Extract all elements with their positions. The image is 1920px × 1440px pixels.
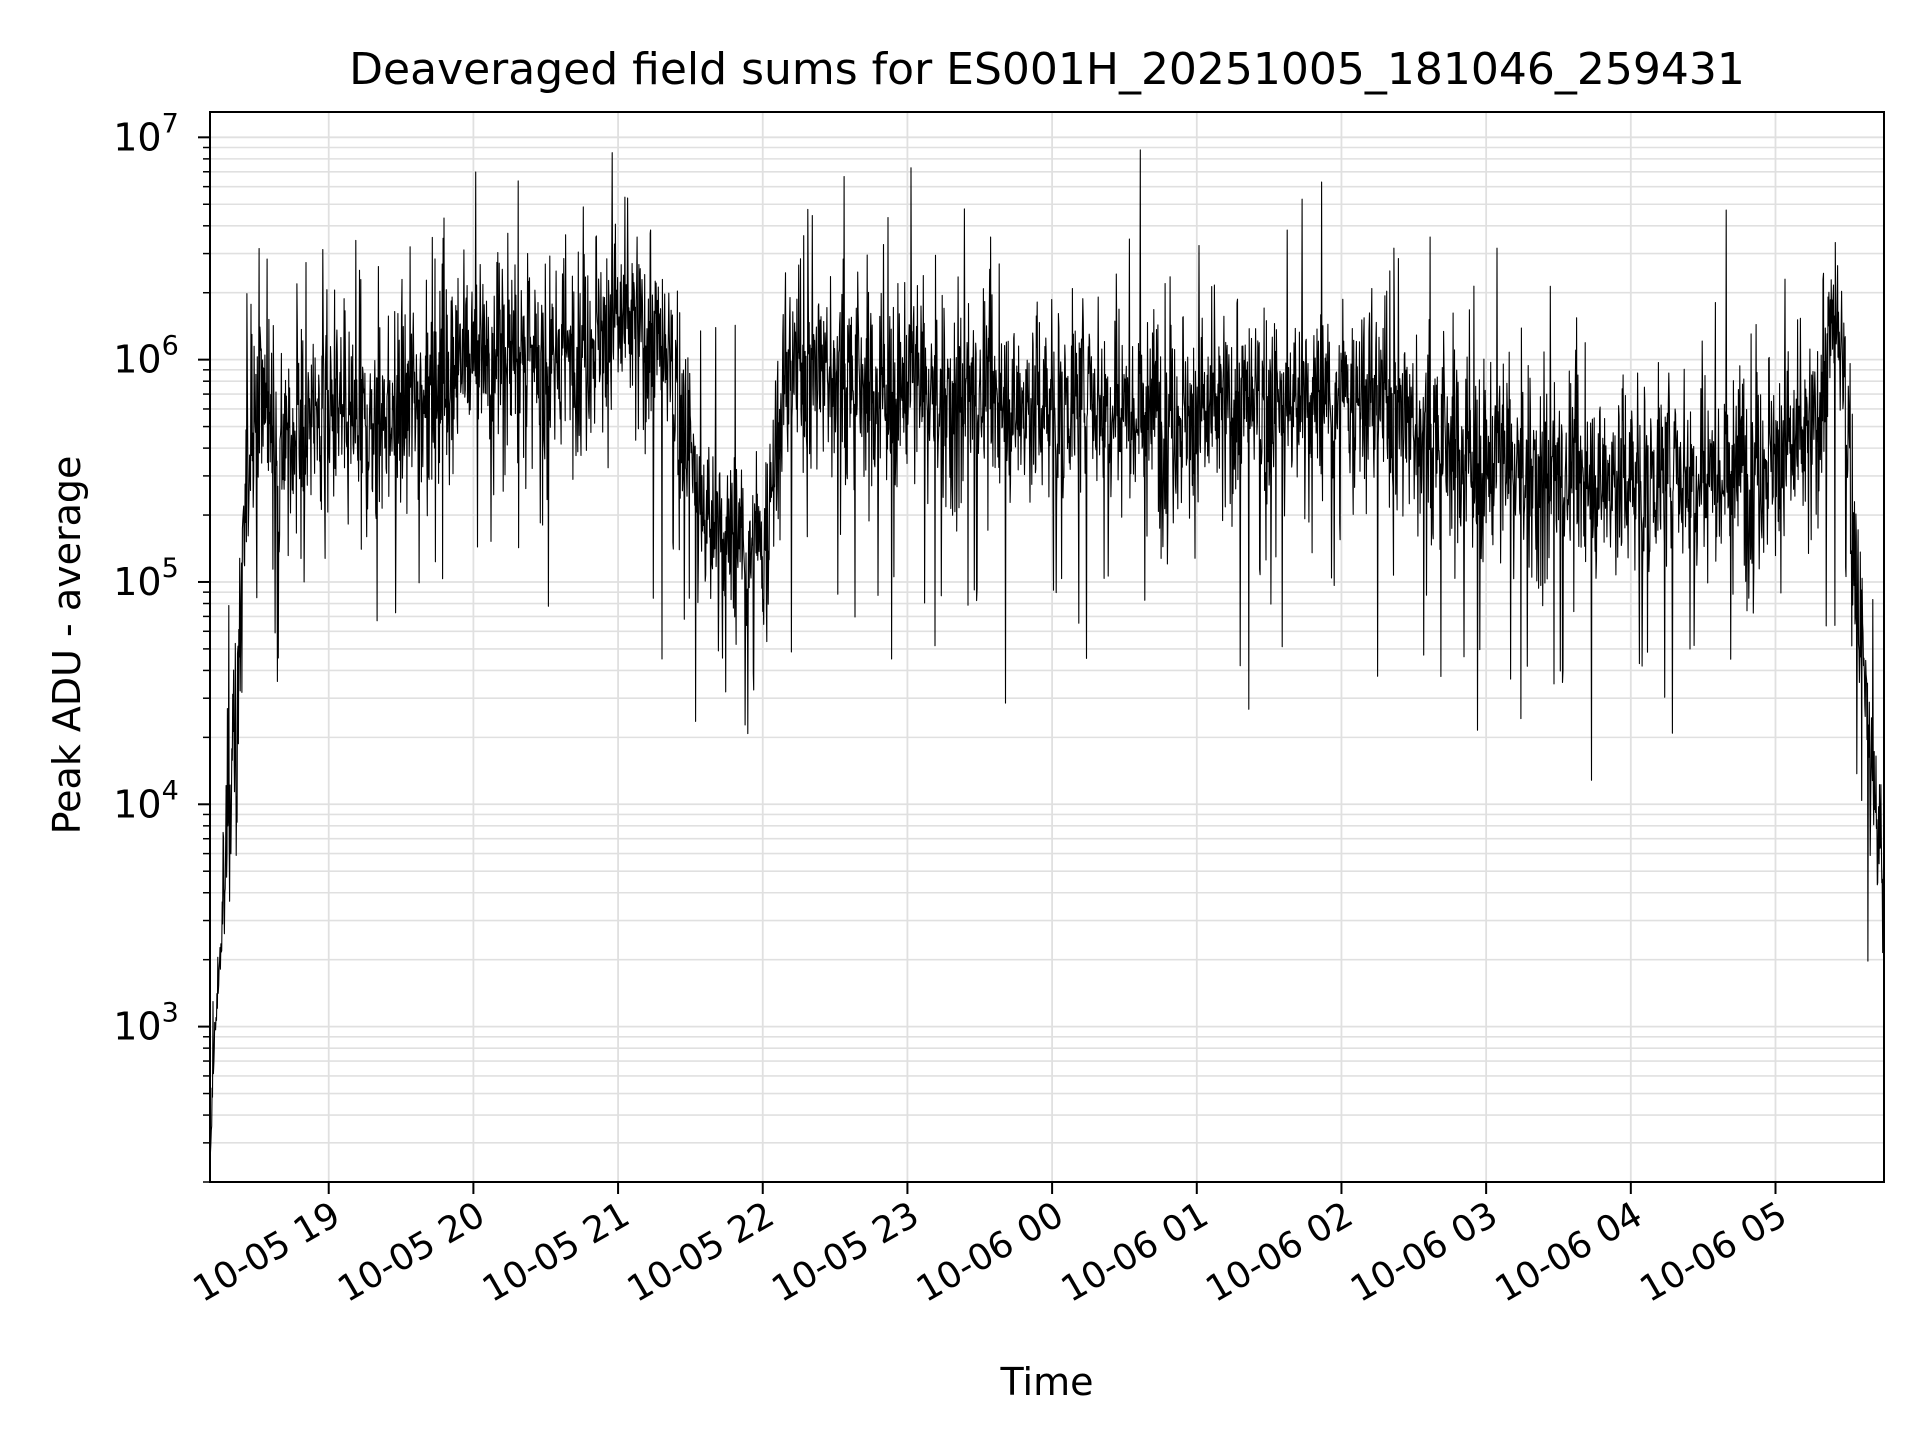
plot-frame <box>209 111 1885 1183</box>
y-tick-label: 104 <box>113 775 179 826</box>
y-tick-label-base: 10 <box>113 1005 161 1049</box>
y-tick-label-base: 10 <box>113 115 161 159</box>
y-tick-label-exponent: 7 <box>162 108 179 139</box>
y-tick-label-exponent: 5 <box>162 553 179 584</box>
series-layer <box>209 149 1885 1162</box>
series-line <box>209 149 1885 1162</box>
y-tick-label-exponent: 6 <box>162 331 179 362</box>
y-tick-label-base: 10 <box>113 782 161 826</box>
y-tick-label-exponent: 4 <box>162 775 179 806</box>
x-axis-label: Time <box>1000 1360 1094 1404</box>
y-tick-label-base: 10 <box>113 338 161 382</box>
y-axis-label: Peak ADU - average <box>45 456 89 835</box>
y-tick-label: 107 <box>113 108 179 159</box>
y-tick-label: 106 <box>113 331 179 382</box>
chart-title: Deaveraged field sums for ES001H_2025100… <box>349 44 1745 95</box>
minor-gridlines <box>210 146 1884 1183</box>
y-tick-label: 103 <box>113 998 179 1049</box>
major-gridlines <box>210 112 1884 1182</box>
y-tick-label-base: 10 <box>113 560 161 604</box>
y-tick-label-exponent: 3 <box>162 998 179 1029</box>
y-tick-label: 105 <box>113 553 179 604</box>
